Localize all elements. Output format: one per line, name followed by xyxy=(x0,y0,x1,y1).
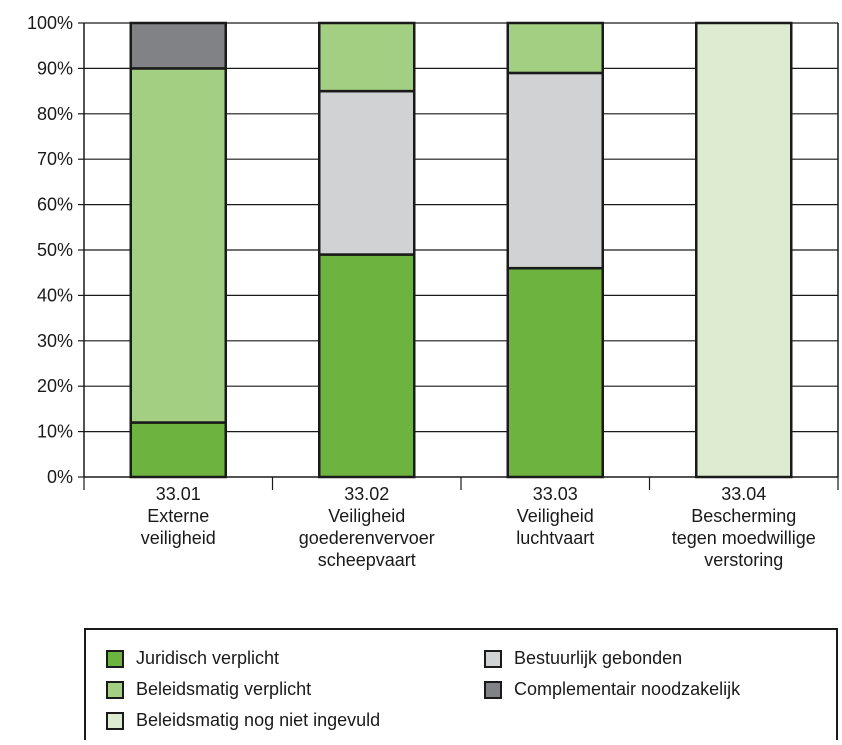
x-tick-label: 33.02 xyxy=(344,484,389,504)
bar-segment xyxy=(318,253,416,479)
bar-segment xyxy=(318,21,416,93)
legend-item-complementair-noodzakelijk: Complementair noodzakelijk xyxy=(484,679,740,700)
bar-segment xyxy=(318,89,416,256)
x-tick-label: 33.03 xyxy=(533,484,578,504)
legend-swatch xyxy=(106,649,124,668)
bar-segment xyxy=(506,71,604,270)
x-tick-label: Veiligheid xyxy=(328,506,405,526)
legend-item-juridisch-verplicht: Juridisch verplicht xyxy=(106,648,279,669)
bar-segment xyxy=(129,421,227,479)
bar-segment xyxy=(695,21,793,479)
x-tick-label: goederenvervoer xyxy=(299,528,435,548)
stacked-bar-chart: 0% 10% 20% 30% 40% 50% 60% 70% 80% 90% 100% 33.01Ex… xyxy=(27,13,839,570)
x-tick-label: tegen moedwillige xyxy=(672,528,816,548)
legend-swatch xyxy=(484,680,502,699)
bar-segment xyxy=(506,21,604,75)
x-tick-label: Bescherming xyxy=(691,506,796,526)
y-tick-label: 50% xyxy=(37,240,73,260)
y-tick-label: 90% xyxy=(37,58,73,78)
legend-swatch xyxy=(106,711,124,730)
y-tick-label: 30% xyxy=(37,331,73,351)
y-tick-label: 60% xyxy=(37,195,73,215)
x-tick-label: luchtvaart xyxy=(516,528,594,548)
x-tick-label: 33.04 xyxy=(721,484,766,504)
y-tick-label: 20% xyxy=(37,376,73,396)
y-tick-label: 40% xyxy=(37,285,73,305)
y-tick-label: 0% xyxy=(47,467,73,487)
legend-item-beleidsmatig-verplicht: Beleidsmatig verplicht xyxy=(106,679,311,700)
x-tick-label: Veiligheid xyxy=(517,506,594,526)
legend-item-bestuurlijk-gebonden: Bestuurlijk gebonden xyxy=(484,648,682,669)
bar-segment xyxy=(129,21,227,70)
legend-swatch xyxy=(106,680,124,699)
bar-segment xyxy=(506,266,604,479)
legend: Juridisch verplicht Beleidsmatig verplic… xyxy=(84,628,838,740)
legend-label: Beleidsmatig verplicht xyxy=(136,679,312,699)
legend-item-beleidsmatig-nog-niet-ingevuld: Beleidsmatig nog niet ingevuld xyxy=(106,710,380,731)
x-tick-label: scheepvaart xyxy=(318,550,416,570)
x-tick-label: veiligheid xyxy=(141,528,216,548)
legend-label: Complementair noodzakelijk xyxy=(514,679,741,699)
x-tick-label: 33.01 xyxy=(156,484,201,504)
y-tick-label: 10% xyxy=(37,422,73,442)
y-tick-label: 80% xyxy=(37,104,73,124)
legend-label: Juridisch verplicht xyxy=(136,648,280,668)
legend-label: Bestuurlijk gebonden xyxy=(514,648,683,668)
x-tick-label: verstoring xyxy=(704,550,783,570)
bar-segment xyxy=(129,67,227,424)
legend-label: Beleidsmatig nog niet ingevuld xyxy=(136,710,381,730)
x-tick-label: Externe xyxy=(147,506,209,526)
y-tick-label: 100% xyxy=(27,13,73,33)
y-tick-label: 70% xyxy=(37,149,73,169)
legend-swatch xyxy=(484,649,502,668)
